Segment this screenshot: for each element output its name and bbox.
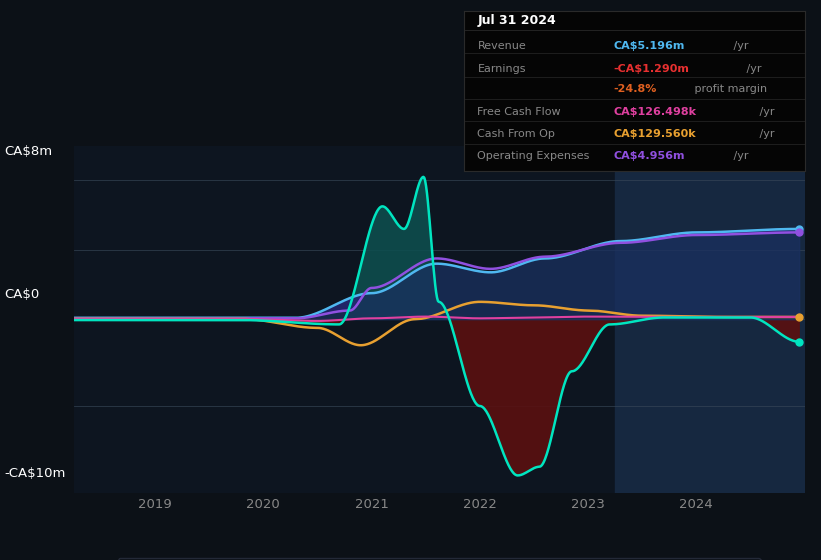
Text: CA$129.560k: CA$129.560k	[614, 129, 696, 139]
Legend: Revenue, Earnings, Free Cash Flow, Cash From Op, Operating Expenses: Revenue, Earnings, Free Cash Flow, Cash …	[118, 558, 760, 560]
Text: Revenue: Revenue	[478, 41, 526, 52]
Text: /yr: /yr	[756, 107, 775, 116]
Text: /yr: /yr	[731, 151, 749, 161]
Bar	[615, 146, 821, 493]
Text: CA$5.196m: CA$5.196m	[614, 41, 686, 52]
Text: /yr: /yr	[743, 64, 762, 74]
Text: -CA$10m: -CA$10m	[4, 466, 66, 480]
Text: CA$4.956m: CA$4.956m	[614, 151, 686, 161]
Text: /yr: /yr	[756, 129, 775, 139]
Text: CA$8m: CA$8m	[4, 144, 53, 158]
Text: Earnings: Earnings	[478, 64, 526, 74]
Text: /yr: /yr	[731, 41, 749, 52]
Text: Cash From Op: Cash From Op	[478, 129, 555, 139]
Text: -CA$1.290m: -CA$1.290m	[614, 64, 690, 74]
Text: CA$126.498k: CA$126.498k	[614, 107, 697, 116]
Text: Free Cash Flow: Free Cash Flow	[478, 107, 561, 116]
Text: Operating Expenses: Operating Expenses	[478, 151, 589, 161]
Text: profit margin: profit margin	[691, 85, 768, 95]
Text: -24.8%: -24.8%	[614, 85, 657, 95]
Text: Jul 31 2024: Jul 31 2024	[478, 14, 557, 27]
Text: CA$0: CA$0	[4, 287, 39, 301]
